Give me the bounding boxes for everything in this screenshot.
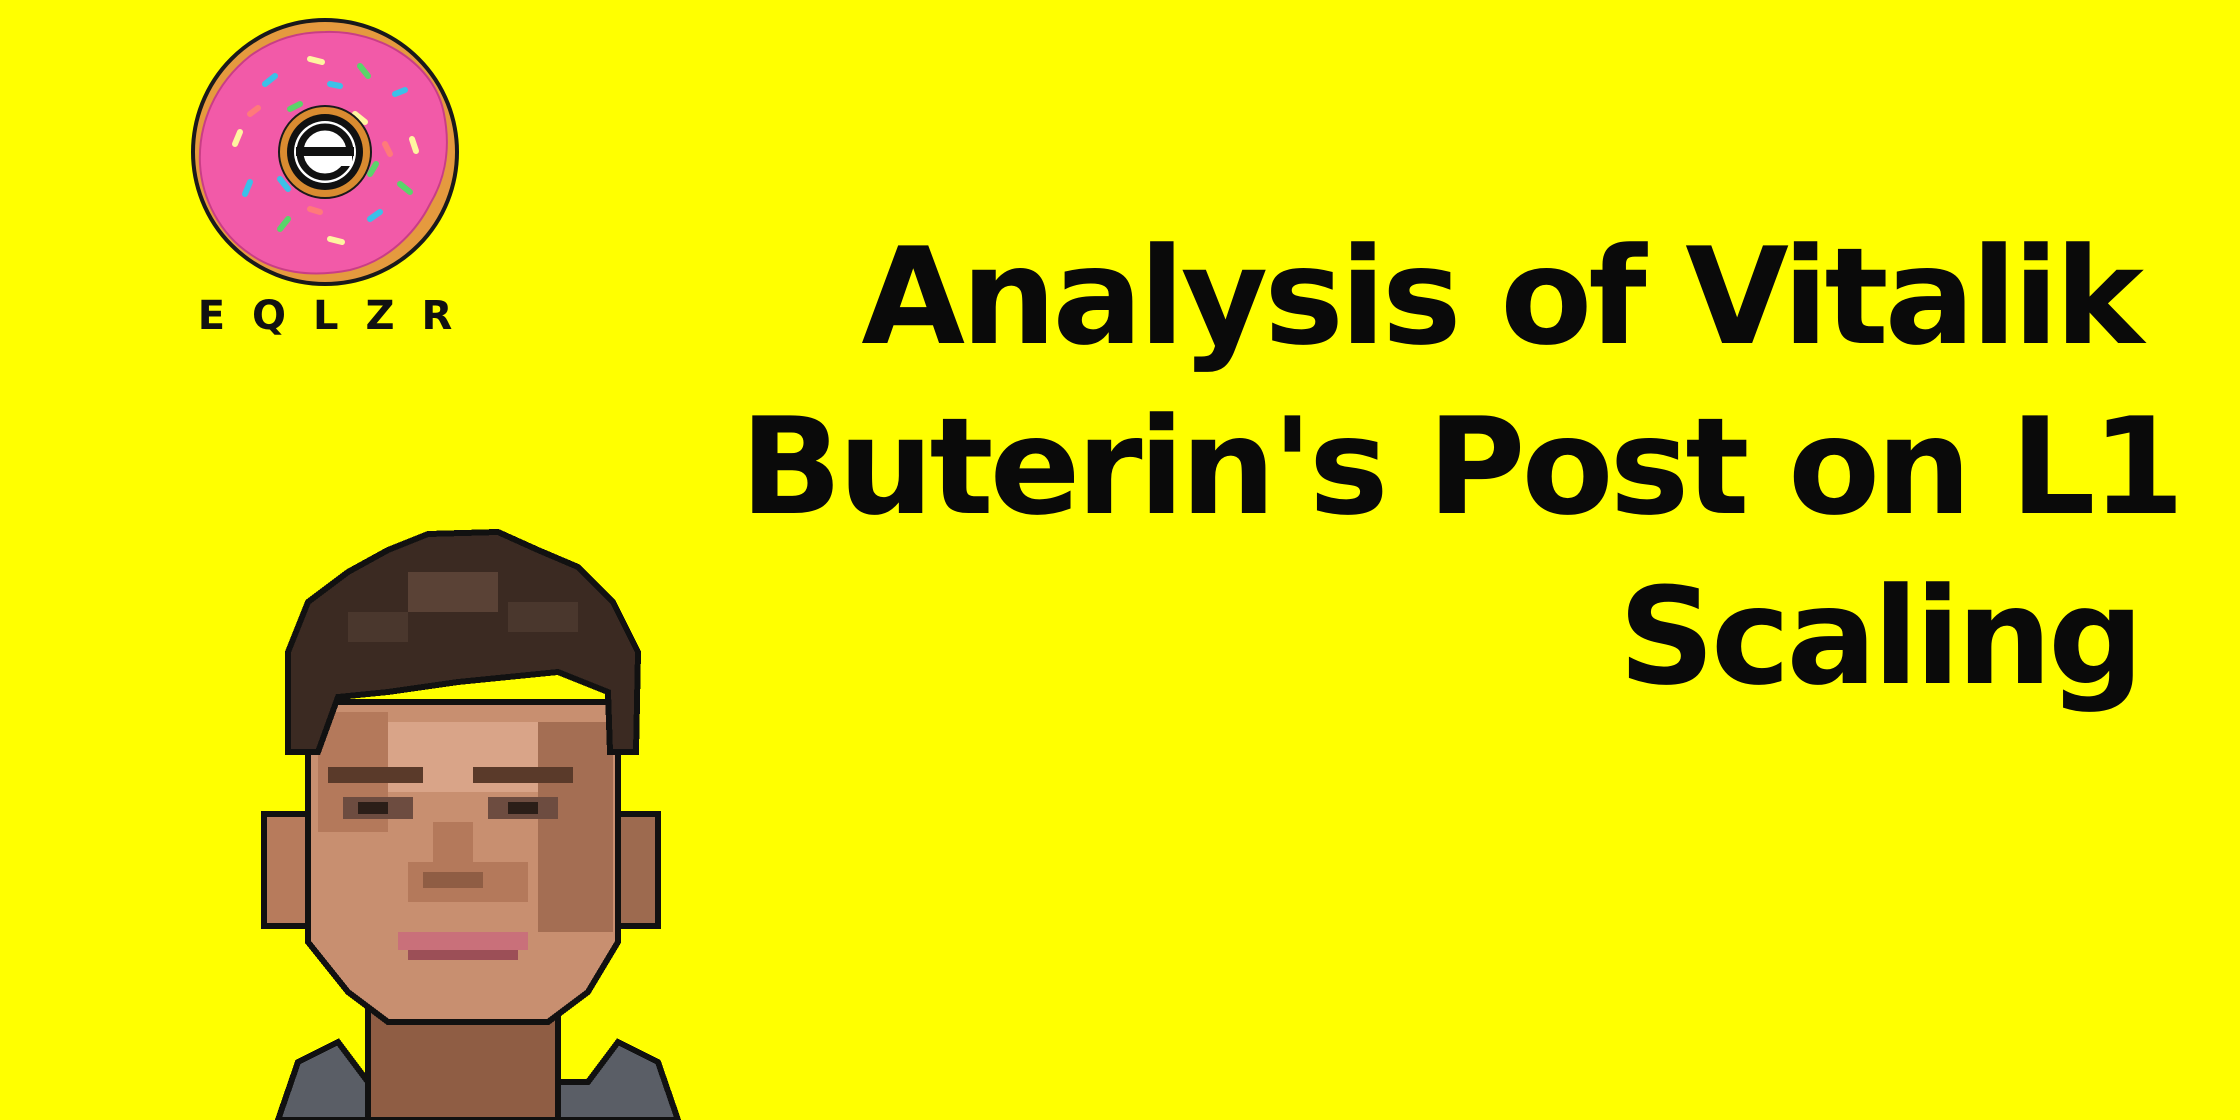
- pixel-art-portrait: [258, 522, 698, 1120]
- headline: Analysis of Vitalik Buterin's Post on L1…: [740, 212, 2185, 722]
- donut-logo: [180, 14, 470, 354]
- circled-e-emblem-icon: [287, 114, 363, 190]
- headline-line-2: Buterin's Post on L1: [740, 389, 2185, 545]
- headline-line-3: Scaling: [1618, 559, 2144, 715]
- donut-logo-icon: [191, 18, 459, 286]
- headline-line-1: Analysis of Vitalik: [861, 219, 2144, 375]
- brand-wordmark: EQLZR: [197, 293, 480, 339]
